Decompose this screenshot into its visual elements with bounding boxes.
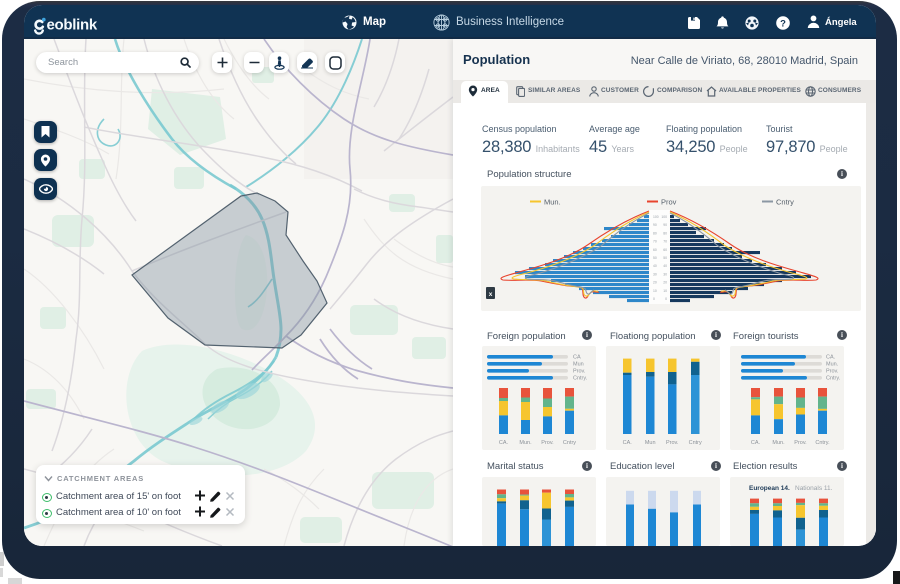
svg-text:eoblink: eoblink [47,17,98,34]
svg-text:30: 30 [663,272,667,276]
svg-text:100: 100 [661,215,667,219]
svg-text:90: 90 [663,223,667,227]
svg-text:10: 10 [653,289,657,293]
svg-text:100: 100 [653,215,659,219]
svg-text:Mun.: Mun. [544,198,561,207]
svg-text:Cntry.: Cntry. [826,376,841,382]
svg-text:50: 50 [663,256,667,260]
svg-text:Mun: Mun [645,440,656,446]
svg-text:80: 80 [663,231,667,235]
svg-text:Prov.: Prov. [573,369,586,375]
svg-text:0: 0 [653,297,655,301]
svg-text:40: 40 [653,264,657,268]
svg-text:20: 20 [663,281,667,285]
svg-text:0: 0 [665,297,667,301]
svg-text:European 14.: European 14. [749,485,790,492]
svg-text:CA.: CA. [751,440,761,446]
svg-text:Mun.: Mun. [826,362,839,368]
svg-text:80: 80 [653,231,657,235]
svg-text:x: x [489,291,493,298]
svg-text:CA.: CA. [623,440,633,446]
svg-text:Mun.: Mun. [772,440,785,446]
svg-text:60: 60 [653,248,657,252]
svg-text:Prov.: Prov. [826,369,839,375]
svg-text:Cntry.: Cntry. [815,440,830,446]
svg-text:Prov.: Prov. [666,440,679,446]
svg-text:Cntry: Cntry [689,440,702,446]
svg-text:Cntry.: Cntry. [573,376,588,382]
svg-text:Mun: Mun [573,362,584,368]
svg-text:Prov.: Prov. [541,440,554,446]
svg-text:50: 50 [653,256,657,260]
svg-text:90: 90 [653,223,657,227]
svg-text:40: 40 [663,264,667,268]
svg-text:60: 60 [663,248,667,252]
svg-text:Nationals 11.: Nationals 11. [795,485,833,492]
svg-text:10: 10 [663,289,667,293]
svg-text:CA.: CA. [499,440,509,446]
svg-text:20: 20 [653,281,657,285]
svg-text:Cntry: Cntry [563,440,576,446]
svg-text:30: 30 [653,272,657,276]
svg-text:Mun.: Mun. [519,440,532,446]
svg-text:Prov.: Prov. [794,440,807,446]
svg-text:CA: CA [573,355,581,361]
svg-text:?: ? [780,18,786,29]
svg-text:70: 70 [653,240,657,244]
svg-text:Prov: Prov [661,198,677,207]
svg-text:CA.: CA. [826,355,836,361]
svg-text:Cntry: Cntry [776,198,794,207]
svg-text:70: 70 [663,240,667,244]
